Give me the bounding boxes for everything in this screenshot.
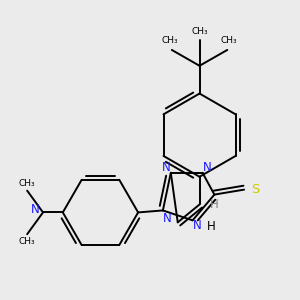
Text: N: N bbox=[203, 161, 212, 174]
Text: CH₃: CH₃ bbox=[19, 237, 35, 246]
Text: CH₃: CH₃ bbox=[161, 36, 178, 45]
Text: CH₃: CH₃ bbox=[221, 36, 238, 45]
Text: N: N bbox=[193, 219, 202, 232]
Text: CH₃: CH₃ bbox=[191, 27, 208, 36]
Text: CH₃: CH₃ bbox=[19, 178, 35, 188]
Text: S: S bbox=[251, 183, 260, 196]
Text: H: H bbox=[209, 198, 218, 211]
Text: N: N bbox=[163, 212, 172, 225]
Text: N: N bbox=[31, 203, 40, 216]
Text: H: H bbox=[206, 220, 215, 233]
Text: N: N bbox=[161, 161, 170, 174]
